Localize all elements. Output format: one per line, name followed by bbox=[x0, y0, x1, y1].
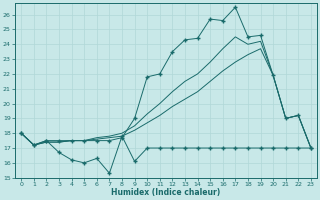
X-axis label: Humidex (Indice chaleur): Humidex (Indice chaleur) bbox=[111, 188, 221, 197]
